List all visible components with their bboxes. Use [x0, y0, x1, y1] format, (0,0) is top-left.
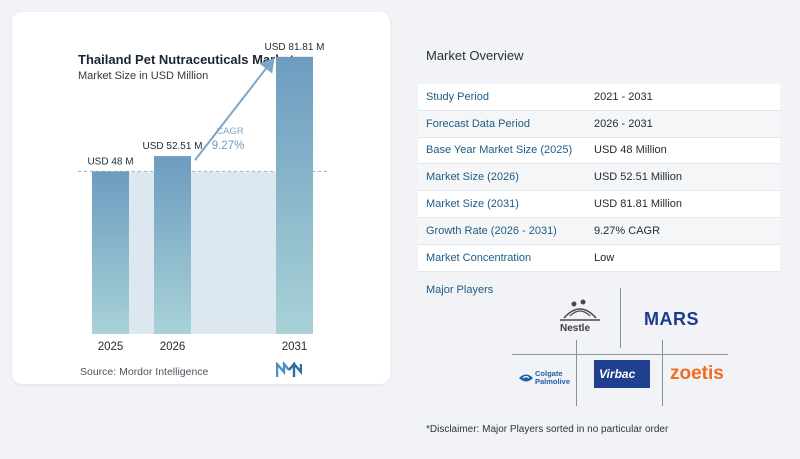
chart-subtitle: Market Size in USD Million — [78, 70, 209, 82]
colgate-icon — [519, 374, 533, 382]
row-key: Base Year Market Size (2025) — [426, 144, 573, 157]
row-key: Growth Rate (2026 - 2031) — [426, 224, 557, 237]
source-note: Source: Mordor Intelligence — [80, 366, 209, 378]
row-key: Forecast Data Period — [426, 117, 530, 130]
player-nestle: Nestle — [560, 323, 591, 334]
cagr-arrow — [194, 57, 275, 161]
overview-table: Study Period 2021 - 2031 Forecast Data P… — [418, 84, 780, 272]
value-label-2025: USD 48 M — [87, 156, 133, 167]
x-tick-2026: 2026 — [160, 341, 186, 353]
mordor-logo-icon — [276, 362, 302, 377]
disclaimer: *Disclaimer: Major Players sorted in no … — [426, 424, 669, 435]
table-row: Base Year Market Size (2025) USD 48 Mill… — [418, 137, 780, 165]
divider — [620, 288, 621, 348]
player-colgate-palmolive: Colgate Palmolive — [535, 369, 571, 386]
divider — [576, 340, 577, 406]
row-value: USD 48 Million — [594, 144, 667, 157]
row-value: 2026 - 2031 — [594, 117, 653, 130]
market-overview-panel: Market Overview Study Period 2021 - 2031… — [418, 0, 800, 459]
x-tick-2025: 2025 — [98, 341, 124, 353]
cagr-value: 9.27% — [212, 140, 245, 152]
row-value: Low — [594, 251, 615, 264]
table-row: Study Period 2021 - 2031 — [418, 84, 780, 111]
table-row: Forecast Data Period 2026 - 2031 — [418, 110, 780, 138]
player-mars: MARS — [644, 309, 699, 329]
bar-2031 — [276, 56, 313, 334]
x-tick-2031: 2031 — [282, 341, 308, 353]
major-players-logos: Nestle MARS Colgate Palmolive Virbac zoe… — [418, 0, 800, 459]
overview-title: Market Overview — [426, 48, 524, 63]
table-row: Growth Rate (2026 - 2031) 9.27% CAGR — [418, 217, 780, 245]
row-value: 9.27% CAGR — [594, 224, 661, 237]
row-value: USD 52.51 Million — [594, 171, 683, 184]
row-key: Study Period — [426, 90, 489, 103]
row-key: Market Size (2026) — [426, 171, 519, 184]
bar-2025 — [92, 171, 129, 334]
table-row: Market Size (2026) USD 52.51 Million — [418, 164, 780, 192]
table-row: Market Concentration Low — [418, 244, 780, 272]
value-label-2031: USD 81.81 M — [264, 42, 324, 53]
divider — [662, 340, 663, 406]
player-zoetis: zoetis — [670, 363, 724, 384]
row-key: Market Concentration — [426, 251, 532, 264]
virbac-logo-box — [594, 360, 650, 388]
bar-2026 — [154, 156, 191, 334]
chart-title: Thailand Pet Nutraceuticals Market — [78, 52, 295, 67]
cagr-label: CAGR — [216, 126, 244, 137]
nestle-nest-icon — [560, 299, 600, 321]
row-value: USD 81.81 Million — [594, 198, 683, 211]
value-label-2026: USD 52.51 M — [142, 141, 202, 152]
row-key: Market Size (2031) — [426, 198, 519, 211]
major-players-title: Major Players — [426, 284, 494, 296]
row-value: 2021 - 2031 — [594, 90, 653, 103]
table-row: Market Size (2031) USD 81.81 Million — [418, 191, 780, 218]
divider — [512, 354, 728, 355]
player-virbac: Virbac — [599, 367, 636, 381]
bar-chart: USD 48 M 2025 USD 52.51 M 2026 USD 81.81 M 20… — [78, 42, 328, 353]
